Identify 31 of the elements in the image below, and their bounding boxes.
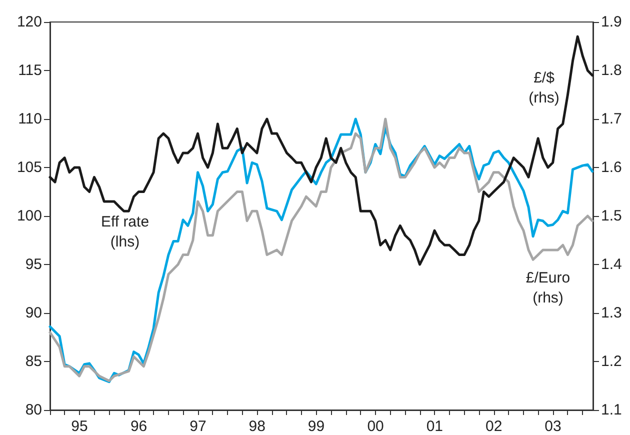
x-tick-label: 96 — [130, 418, 148, 435]
y-tick-label: 100 — [16, 208, 42, 224]
y2-tick-label: 1.8 — [601, 62, 622, 79]
x-tick-label: 95 — [71, 418, 88, 435]
x-tick-label: 97 — [190, 418, 206, 435]
x-tick-label: 01 — [426, 418, 444, 435]
y-tick-label: 105 — [16, 159, 42, 176]
x-tick-label: 02 — [485, 418, 502, 435]
line-series — [48, 35, 594, 266]
y-tick-label: 120 — [16, 14, 42, 30]
annotation: £/$ (rhs) — [528, 70, 560, 106]
annotation: £/Euro (rhs) — [526, 270, 570, 306]
y-tick-label: 80 — [25, 402, 42, 418]
y-tick-label: 85 — [25, 353, 42, 370]
y2-tick-label: 1.7 — [601, 110, 622, 128]
y2-tick-label: 1.4 — [601, 256, 622, 273]
y2-tick-label: 1.1 — [601, 402, 622, 418]
y2-tick-label: 1.6 — [601, 159, 622, 176]
x-tick-label: 03 — [544, 418, 562, 435]
y-tick-label: 95 — [25, 256, 42, 273]
y2-tick-label: 1.9 — [601, 14, 622, 30]
x-tick-label: 98 — [248, 418, 266, 435]
y2-tick-label: 1.3 — [601, 304, 622, 322]
y2-tick-label: 1.2 — [601, 353, 622, 370]
x-tick-label: 99 — [308, 418, 325, 435]
y-tick-label: 110 — [18, 110, 42, 128]
y-tick-label: 90 — [25, 304, 42, 322]
annotation: Eff rate (lhs) — [100, 214, 150, 250]
y2-tick-label: 1.5 — [601, 208, 622, 224]
y-tick-label: 115 — [18, 62, 42, 79]
x-tick-label: 00 — [367, 418, 384, 435]
